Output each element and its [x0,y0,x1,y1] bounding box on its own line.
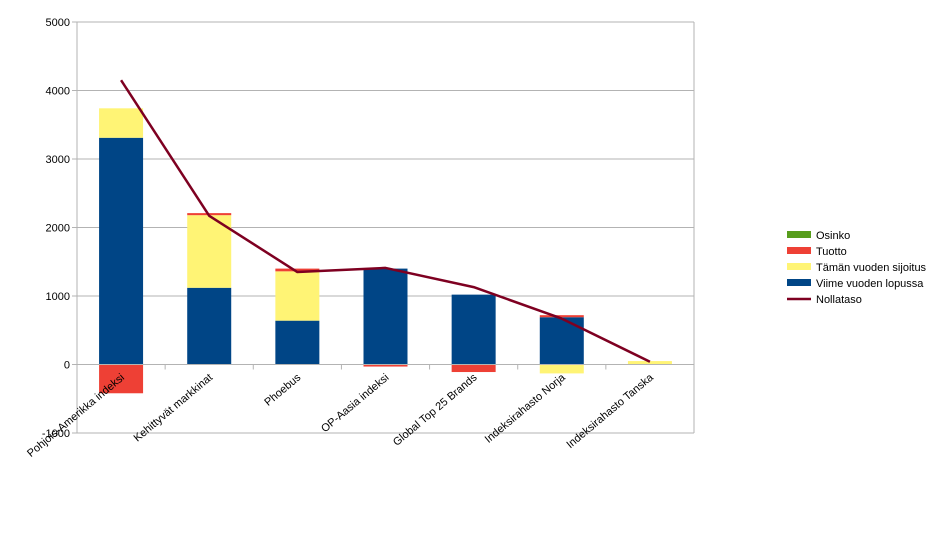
bars [99,108,672,394]
bar-viime-vuoden-lopussa-5 [539,317,584,365]
legend-label: Tuotto [816,246,847,258]
bar-t-m-n-vuoden-sijoitus-2 [275,271,320,321]
legend-label: Osinko [816,230,850,242]
line-nollataso [120,79,651,363]
y-tick-label: -1000 [42,428,70,440]
legend-label: Tämän vuoden sijoitus [816,262,927,274]
bar-tuotto-2 [275,268,320,272]
bar-tuotto-0 [99,364,144,394]
bar-tuotto-3 [363,364,408,367]
bar-t-m-n-vuoden-sijoitus-1 [187,215,232,288]
legend-label: Nollataso [816,294,862,306]
y-tick-label: 2000 [46,223,70,235]
bar-viime-vuoden-lopussa-3 [363,268,408,365]
legend-swatch-3 [787,279,811,286]
bar-tuotto-5 [539,315,584,318]
bar-viime-vuoden-lopussa-2 [275,320,320,365]
x-tick-label: Global Top 25 Brands [391,371,480,448]
x-tick-label: Indeksirahasto Norja [483,371,569,446]
legend-label: Viime vuoden lopussa [816,278,924,290]
bar-viime-vuoden-lopussa-4 [451,294,496,365]
legend-swatch-0 [787,231,811,238]
legend: Osinko Tuotto Tämän vuoden sijoitus Viime v… [787,230,927,306]
bar-viime-vuoden-lopussa-0 [99,137,144,365]
x-tick-label: Phoebus [262,371,303,408]
bar-t-m-n-vuoden-sijoitus-5 [539,364,584,374]
legend-swatch-1 [787,247,811,254]
bar-tuotto-4 [451,364,496,373]
gridlines [77,21,694,434]
bar-t-m-n-vuoden-sijoitus-6 [627,361,672,365]
y-tick-label: 3000 [46,154,70,166]
x-tick-label: OP-Aasia indeksi [319,372,391,435]
x-tick-label: Pohjois-Amerikka indeksi [25,372,127,460]
line-series [120,79,651,363]
y-tick-label: 5000 [46,17,70,29]
y-tick-label: 1000 [46,291,70,303]
x-axis-labels: Pohjois-Amerikka indeksi Kehittyvät markk… [25,371,656,460]
legend-swatch-2 [787,263,811,270]
bar-viime-vuoden-lopussa-1 [187,287,232,365]
x-tick-label: Kehittyvät markkinat [132,372,216,445]
y-tick-label: 0 [64,360,70,372]
bar-t-m-n-vuoden-sijoitus-0 [99,108,144,138]
y-tick-label: 4000 [46,86,70,98]
x-axis [76,364,695,370]
x-tick-label: Indeksirahasto Tanska [564,371,656,451]
